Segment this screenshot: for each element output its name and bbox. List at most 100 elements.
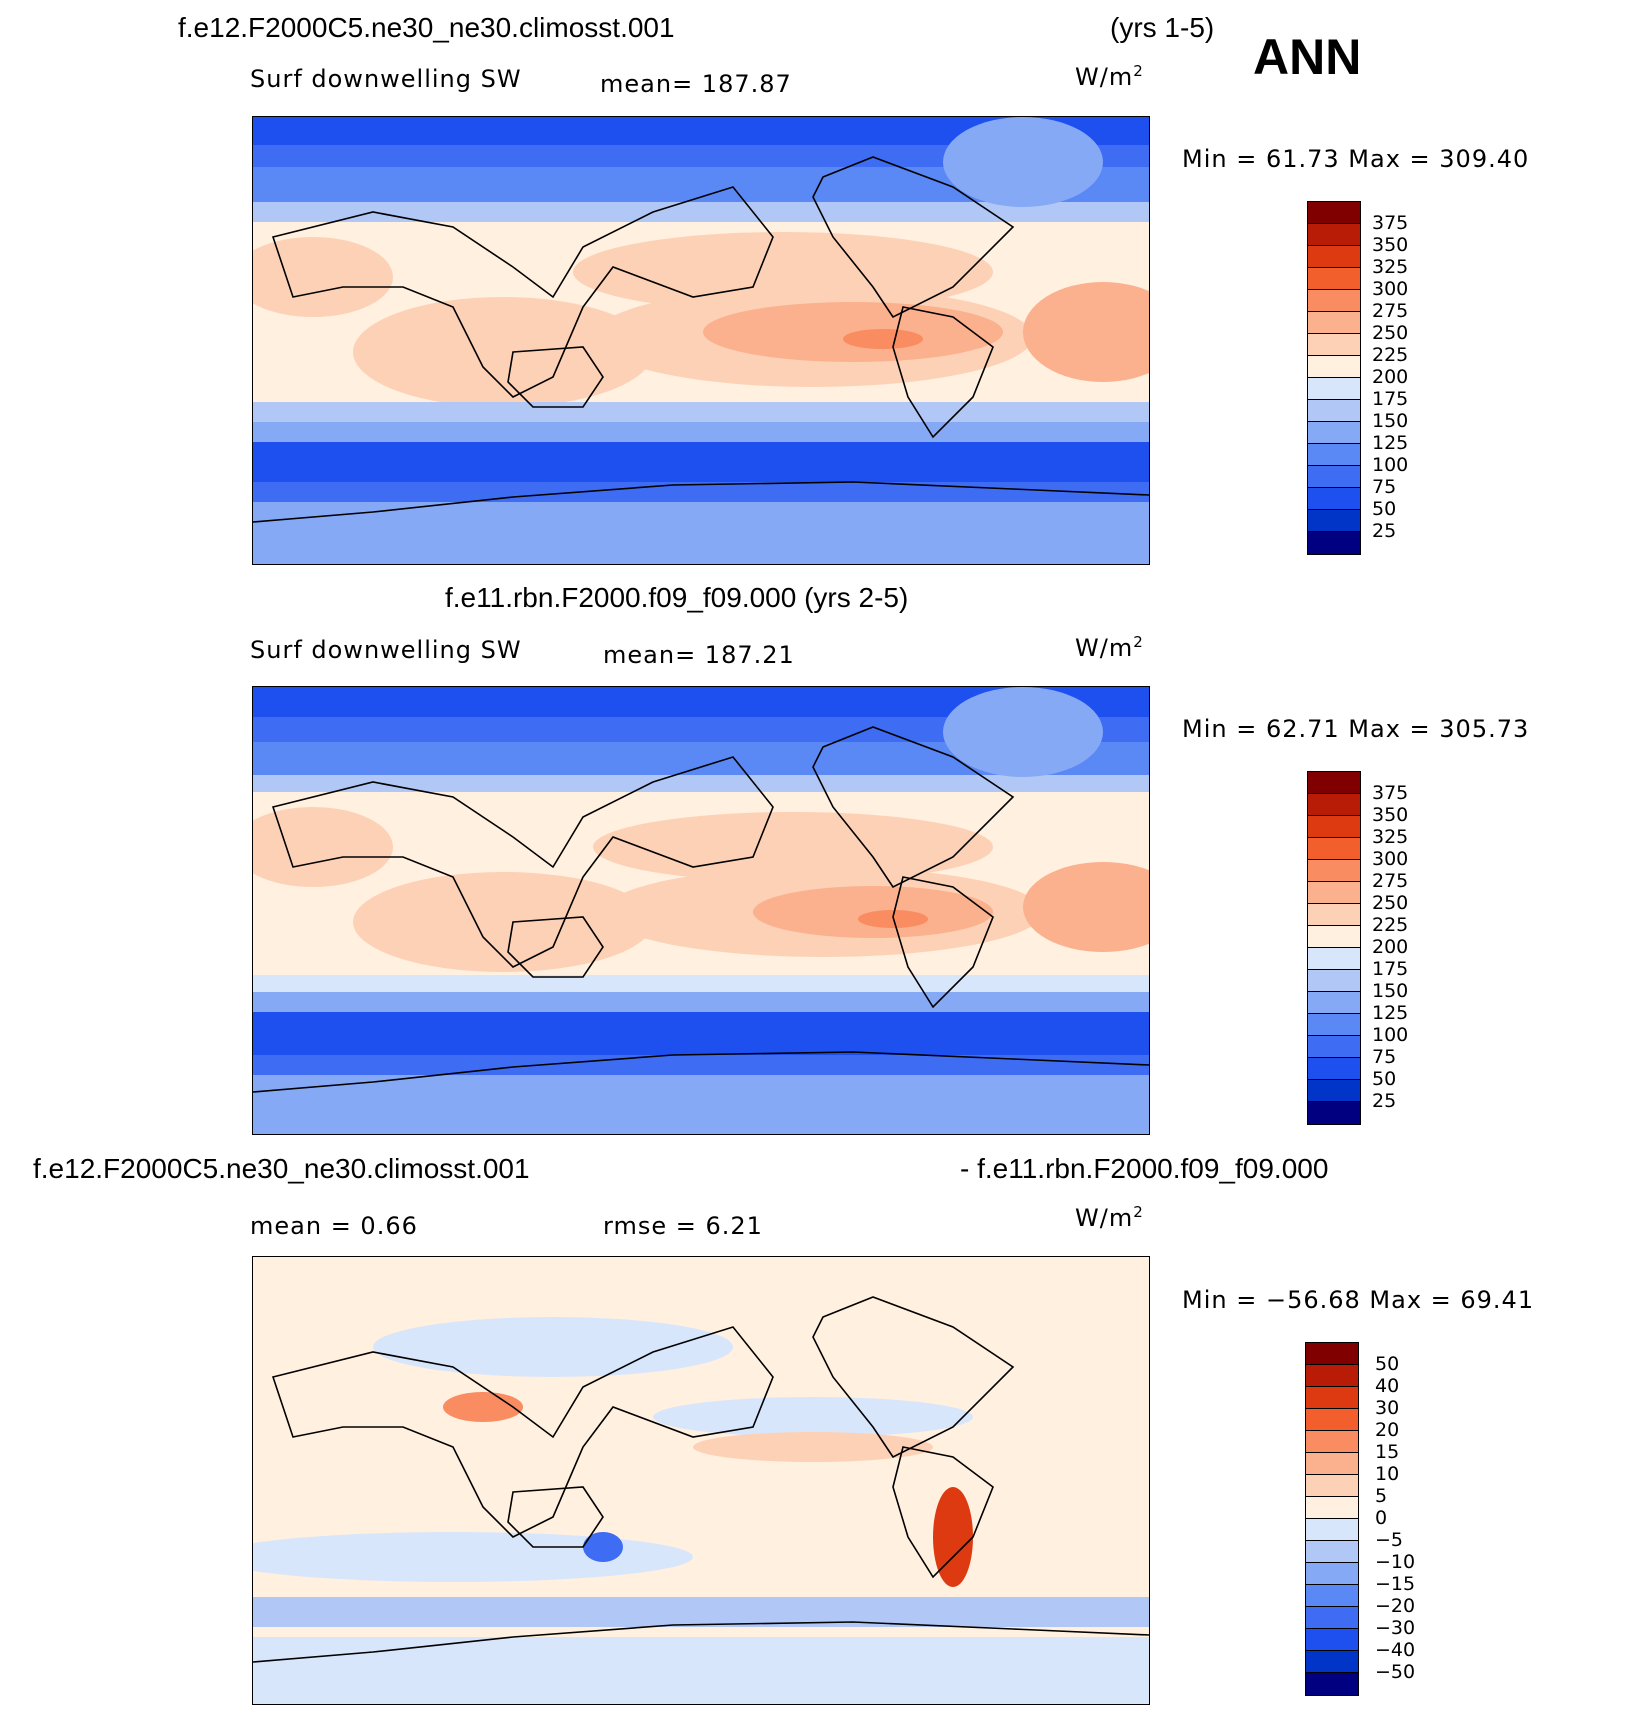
colorbar-swatch xyxy=(1308,772,1360,794)
colorbar-label: 225 xyxy=(1372,344,1409,366)
colorbar-swatch xyxy=(1306,1343,1358,1365)
colorbar-swatch xyxy=(1308,1014,1360,1036)
colorbar-label: 300 xyxy=(1372,848,1409,870)
colorbar-label: 50 xyxy=(1375,1353,1400,1375)
panel1-units: W/m2 xyxy=(1075,62,1144,91)
colorbar-swatch xyxy=(1308,290,1360,312)
panel1-colorbar xyxy=(1307,201,1361,555)
colorbar-label: −15 xyxy=(1375,1573,1416,1595)
colorbar-swatch xyxy=(1308,444,1360,466)
colorbar-swatch xyxy=(1308,312,1360,334)
colorbar-label: 0 xyxy=(1375,1507,1388,1529)
colorbar-label: 75 xyxy=(1372,476,1397,498)
panel2-mean: mean= 187.21 xyxy=(603,641,795,669)
panel2-colorbar xyxy=(1307,771,1361,1125)
colorbar-swatch xyxy=(1306,1475,1358,1497)
colorbar-swatch xyxy=(1306,1497,1358,1519)
colorbar-label: 5 xyxy=(1375,1485,1388,1507)
panel1-mean: mean= 187.87 xyxy=(600,70,792,98)
colorbar-label: 175 xyxy=(1372,388,1409,410)
colorbar-swatch xyxy=(1308,334,1360,356)
panel3-units: W/m2 xyxy=(1075,1203,1144,1232)
panel2-units: W/m2 xyxy=(1075,633,1144,662)
colorbar-label: 15 xyxy=(1375,1441,1400,1463)
panel3-colorbar xyxy=(1305,1342,1359,1696)
panel2-case-title: f.e11.rbn.F2000.f09_f09.000 (yrs 2-5) xyxy=(445,582,909,613)
colorbar-label: 375 xyxy=(1372,212,1409,234)
colorbar-label: 125 xyxy=(1372,1002,1409,1024)
colorbar-swatch xyxy=(1308,532,1360,554)
colorbar-swatch xyxy=(1306,1365,1358,1387)
colorbar-swatch xyxy=(1308,992,1360,1014)
colorbar-swatch xyxy=(1308,882,1360,904)
colorbar-swatch xyxy=(1308,860,1360,882)
colorbar-swatch xyxy=(1308,488,1360,510)
colorbar-label: 75 xyxy=(1372,1046,1397,1068)
colorbar-label: 50 xyxy=(1372,498,1397,520)
colorbar-label: −10 xyxy=(1375,1551,1416,1573)
panel1-case-title: f.e12.F2000C5.ne30_ne30.climosst.001 xyxy=(178,12,675,43)
panel3-rmse: rmse = 6.21 xyxy=(603,1212,763,1240)
panel1-years: (yrs 1-5) xyxy=(1110,12,1215,43)
colorbar-swatch xyxy=(1306,1519,1358,1541)
colorbar-label: 350 xyxy=(1372,234,1409,256)
panel3-map xyxy=(252,1256,1150,1705)
panel2-map-svg xyxy=(253,687,1149,1134)
colorbar-label: 225 xyxy=(1372,914,1409,936)
colorbar-swatch xyxy=(1306,1409,1358,1431)
colorbar-label: 300 xyxy=(1372,278,1409,300)
colorbar-swatch xyxy=(1308,268,1360,290)
colorbar-swatch xyxy=(1306,1541,1358,1563)
colorbar-swatch xyxy=(1306,1563,1358,1585)
colorbar-swatch xyxy=(1306,1607,1358,1629)
colorbar-swatch xyxy=(1308,816,1360,838)
panel2-map xyxy=(252,686,1150,1135)
colorbar-label: 325 xyxy=(1372,826,1409,848)
colorbar-label: 200 xyxy=(1372,366,1409,388)
colorbar-swatch xyxy=(1308,400,1360,422)
colorbar-swatch xyxy=(1308,948,1360,970)
colorbar-swatch xyxy=(1308,794,1360,816)
colorbar-label: 375 xyxy=(1372,782,1409,804)
colorbar-label: −40 xyxy=(1375,1639,1416,1661)
colorbar-label: 175 xyxy=(1372,958,1409,980)
colorbar-label: −50 xyxy=(1375,1661,1416,1683)
colorbar-swatch xyxy=(1306,1651,1358,1673)
panel3-case-left: f.e12.F2000C5.ne30_ne30.climosst.001 xyxy=(33,1153,530,1184)
colorbar-label: 25 xyxy=(1372,1090,1397,1112)
colorbar-label: 25 xyxy=(1372,520,1397,542)
colorbar-swatch xyxy=(1308,970,1360,992)
colorbar-swatch xyxy=(1308,838,1360,860)
colorbar-swatch xyxy=(1306,1453,1358,1475)
panel1-minmax: Min = 61.73 Max = 309.40 xyxy=(1182,145,1530,173)
colorbar-swatch xyxy=(1308,466,1360,488)
colorbar-label: 100 xyxy=(1372,454,1409,476)
colorbar-swatch xyxy=(1308,1058,1360,1080)
colorbar-label: 20 xyxy=(1375,1419,1400,1441)
colorbar-label: −5 xyxy=(1375,1529,1404,1551)
colorbar-label: 325 xyxy=(1372,256,1409,278)
colorbar-swatch xyxy=(1308,1080,1360,1102)
colorbar-swatch xyxy=(1306,1387,1358,1409)
panel3-case-right: - f.e11.rbn.F2000.f09_f09.000 xyxy=(960,1153,1329,1184)
colorbar-label: 200 xyxy=(1372,936,1409,958)
panel2-variable: Surf downwelling SW xyxy=(250,636,522,664)
colorbar-label: 10 xyxy=(1375,1463,1400,1485)
colorbar-label: −30 xyxy=(1375,1617,1416,1639)
panel3-minmax: Min = −56.68 Max = 69.41 xyxy=(1182,1286,1535,1314)
panel1-variable: Surf downwelling SW xyxy=(250,65,522,93)
colorbar-label: 250 xyxy=(1372,892,1409,914)
colorbar-swatch xyxy=(1308,1102,1360,1124)
colorbar-swatch xyxy=(1306,1585,1358,1607)
panel3-mean: mean = 0.66 xyxy=(250,1212,418,1240)
colorbar-swatch xyxy=(1306,1673,1358,1695)
colorbar-label: 150 xyxy=(1372,980,1409,1002)
colorbar-label: 50 xyxy=(1372,1068,1397,1090)
colorbar-swatch xyxy=(1308,356,1360,378)
colorbar-label: 150 xyxy=(1372,410,1409,432)
colorbar-label: 30 xyxy=(1375,1397,1400,1419)
colorbar-swatch xyxy=(1308,224,1360,246)
panel1-map xyxy=(252,116,1150,565)
colorbar-label: 125 xyxy=(1372,432,1409,454)
colorbar-label: −20 xyxy=(1375,1595,1416,1617)
